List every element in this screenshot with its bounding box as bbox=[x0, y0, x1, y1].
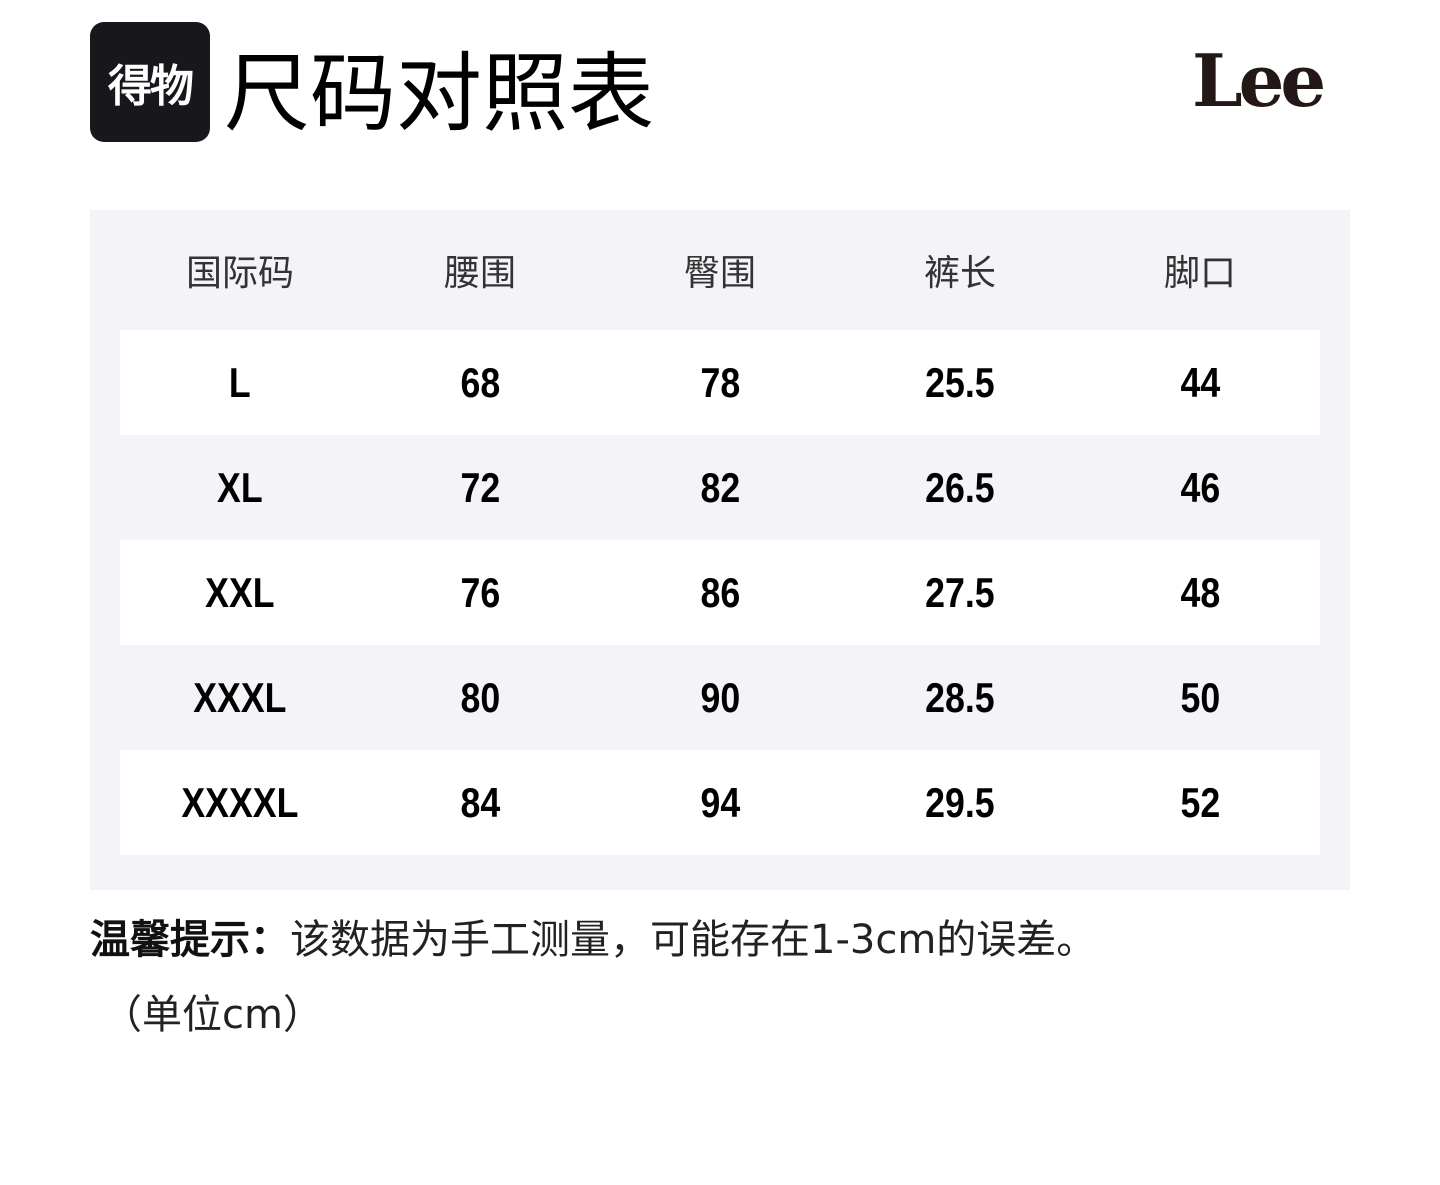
table-cell: 82 bbox=[600, 435, 840, 540]
table-cell: 72 bbox=[360, 435, 600, 540]
table-cell: L bbox=[120, 330, 360, 435]
table-cell: 76 bbox=[360, 540, 600, 645]
table-cell: 52 bbox=[1080, 750, 1320, 855]
size-table: 国际码 腰围 臀围 裤长 脚口 L 68 78 25.5 44 XL 72 82 26.5 46 X… bbox=[90, 210, 1350, 890]
cell-value: L bbox=[229, 358, 251, 406]
cell-value: XL bbox=[217, 463, 263, 511]
column-header: 裤长 bbox=[923, 253, 996, 294]
cell-value: 78 bbox=[700, 358, 740, 406]
table-cell: XXXXL bbox=[120, 750, 360, 855]
column-header: 国际码 bbox=[185, 253, 294, 294]
table-row: L 68 78 25.5 44 bbox=[120, 330, 1320, 435]
brand-logo: Lee bbox=[1192, 38, 1326, 123]
cell-value: XXXL bbox=[193, 673, 287, 721]
cell-value: 50 bbox=[1180, 673, 1220, 721]
cell-value: 84 bbox=[460, 778, 500, 826]
unit-note: （单位cm） bbox=[102, 992, 323, 1038]
table-cell: XXL bbox=[120, 540, 360, 645]
table-cell: 44 bbox=[1080, 330, 1320, 435]
column-header: 脚口 bbox=[1163, 253, 1236, 294]
table-cell: 25.5 bbox=[840, 330, 1080, 435]
cell-value: 90 bbox=[700, 673, 740, 721]
table-cell: 78 bbox=[600, 330, 840, 435]
table-cell: 28.5 bbox=[840, 645, 1080, 750]
cell-value: 76 bbox=[460, 568, 500, 616]
table-row: XXXXL 84 94 29.5 52 bbox=[120, 750, 1320, 855]
cell-value: 48 bbox=[1180, 568, 1220, 616]
table-cell: 68 bbox=[360, 330, 600, 435]
column-header: 腰围 bbox=[443, 253, 516, 294]
table-row: XL 72 82 26.5 46 bbox=[120, 435, 1320, 540]
table-header: 国际码 腰围 臀围 裤长 脚口 bbox=[120, 210, 1320, 330]
table-row: XXXL 80 90 28.5 50 bbox=[120, 645, 1320, 750]
cell-value: 25.5 bbox=[925, 358, 995, 406]
cell-value: 94 bbox=[700, 778, 740, 826]
cell-value: 82 bbox=[700, 463, 740, 511]
cell-value: 27.5 bbox=[925, 568, 995, 616]
table-cell: 90 bbox=[600, 645, 840, 750]
cell-value: 44 bbox=[1180, 358, 1220, 406]
column-header: 臀围 bbox=[683, 253, 756, 294]
table-cell: 50 bbox=[1080, 645, 1320, 750]
table-cell: 29.5 bbox=[840, 750, 1080, 855]
cell-value: 86 bbox=[700, 568, 740, 616]
page-title: 尺码对照表 bbox=[224, 44, 654, 144]
table-cell: 84 bbox=[360, 750, 600, 855]
table-cell: 26.5 bbox=[840, 435, 1080, 540]
cell-value: 68 bbox=[460, 358, 500, 406]
tip-note: 温馨提示：该数据为手工测量，可能存在1-3cm的误差。 bbox=[90, 917, 1097, 963]
table-cell: 86 bbox=[600, 540, 840, 645]
table-cell: 46 bbox=[1080, 435, 1320, 540]
cell-value: XXXXL bbox=[181, 778, 299, 826]
table-cell: 94 bbox=[600, 750, 840, 855]
cell-value: 26.5 bbox=[925, 463, 995, 511]
cell-value: 72 bbox=[460, 463, 500, 511]
cell-value: 28.5 bbox=[925, 673, 995, 721]
table-cell: XXXL bbox=[120, 645, 360, 750]
table-cell: 80 bbox=[360, 645, 600, 750]
cell-value: 29.5 bbox=[925, 778, 995, 826]
cell-value: 52 bbox=[1180, 778, 1220, 826]
cell-value: XXL bbox=[205, 568, 275, 616]
dewu-logo: 得物 bbox=[90, 22, 210, 142]
table-row: XXL 76 86 27.5 48 bbox=[120, 540, 1320, 645]
cell-value: 46 bbox=[1180, 463, 1220, 511]
cell-value: 80 bbox=[460, 673, 500, 721]
table-cell: XL bbox=[120, 435, 360, 540]
table-cell: 48 bbox=[1080, 540, 1320, 645]
table-cell: 27.5 bbox=[840, 540, 1080, 645]
